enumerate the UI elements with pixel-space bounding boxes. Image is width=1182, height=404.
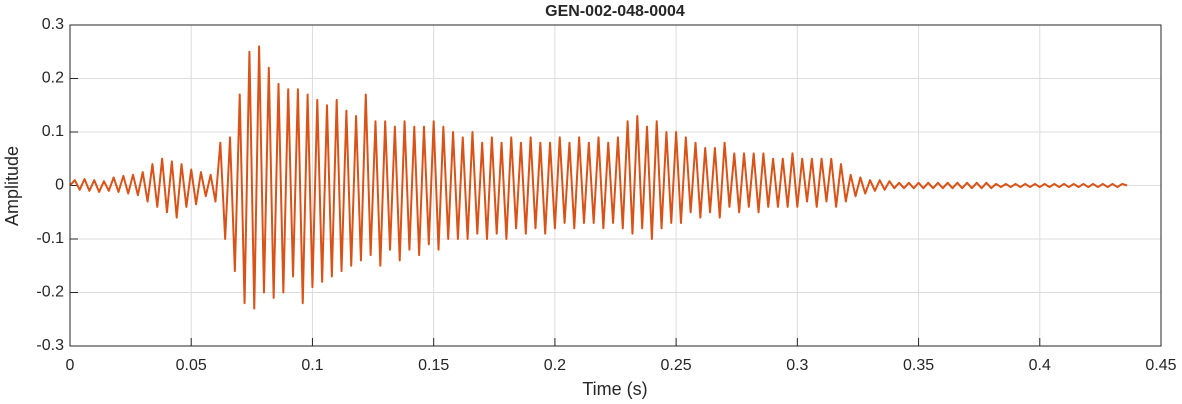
y-axis-label: Amplitude — [2, 146, 22, 226]
x-axis-label: Time (s) — [582, 379, 647, 399]
x-tick-label: 0.1 — [301, 357, 323, 374]
y-tick-label: 0.2 — [42, 70, 64, 87]
x-tick-label: 0.25 — [661, 357, 692, 374]
x-tick-label: 0.3 — [786, 357, 808, 374]
x-tick-label: 0.45 — [1145, 357, 1176, 374]
axes-box — [69, 24, 1162, 347]
y-tick-label: 0 — [55, 177, 64, 194]
chart-title: GEN-002-048-0004 — [545, 3, 685, 20]
x-tick-label: 0.2 — [544, 357, 566, 374]
x-tick-label: 0.4 — [1029, 357, 1051, 374]
y-tick-label: -0.3 — [36, 337, 64, 354]
y-tick-label: -0.1 — [36, 230, 64, 247]
y-tick-label: 0.3 — [42, 16, 64, 33]
x-tick-label: 0 — [66, 357, 75, 374]
x-tick-label: 0.35 — [903, 357, 934, 374]
waveform — [69, 45, 1128, 310]
x-tick-label: 0.05 — [176, 357, 207, 374]
y-tick-label: -0.2 — [36, 284, 64, 301]
x-tick-label: 0.15 — [418, 357, 449, 374]
y-tick-label: 0.1 — [42, 123, 64, 140]
